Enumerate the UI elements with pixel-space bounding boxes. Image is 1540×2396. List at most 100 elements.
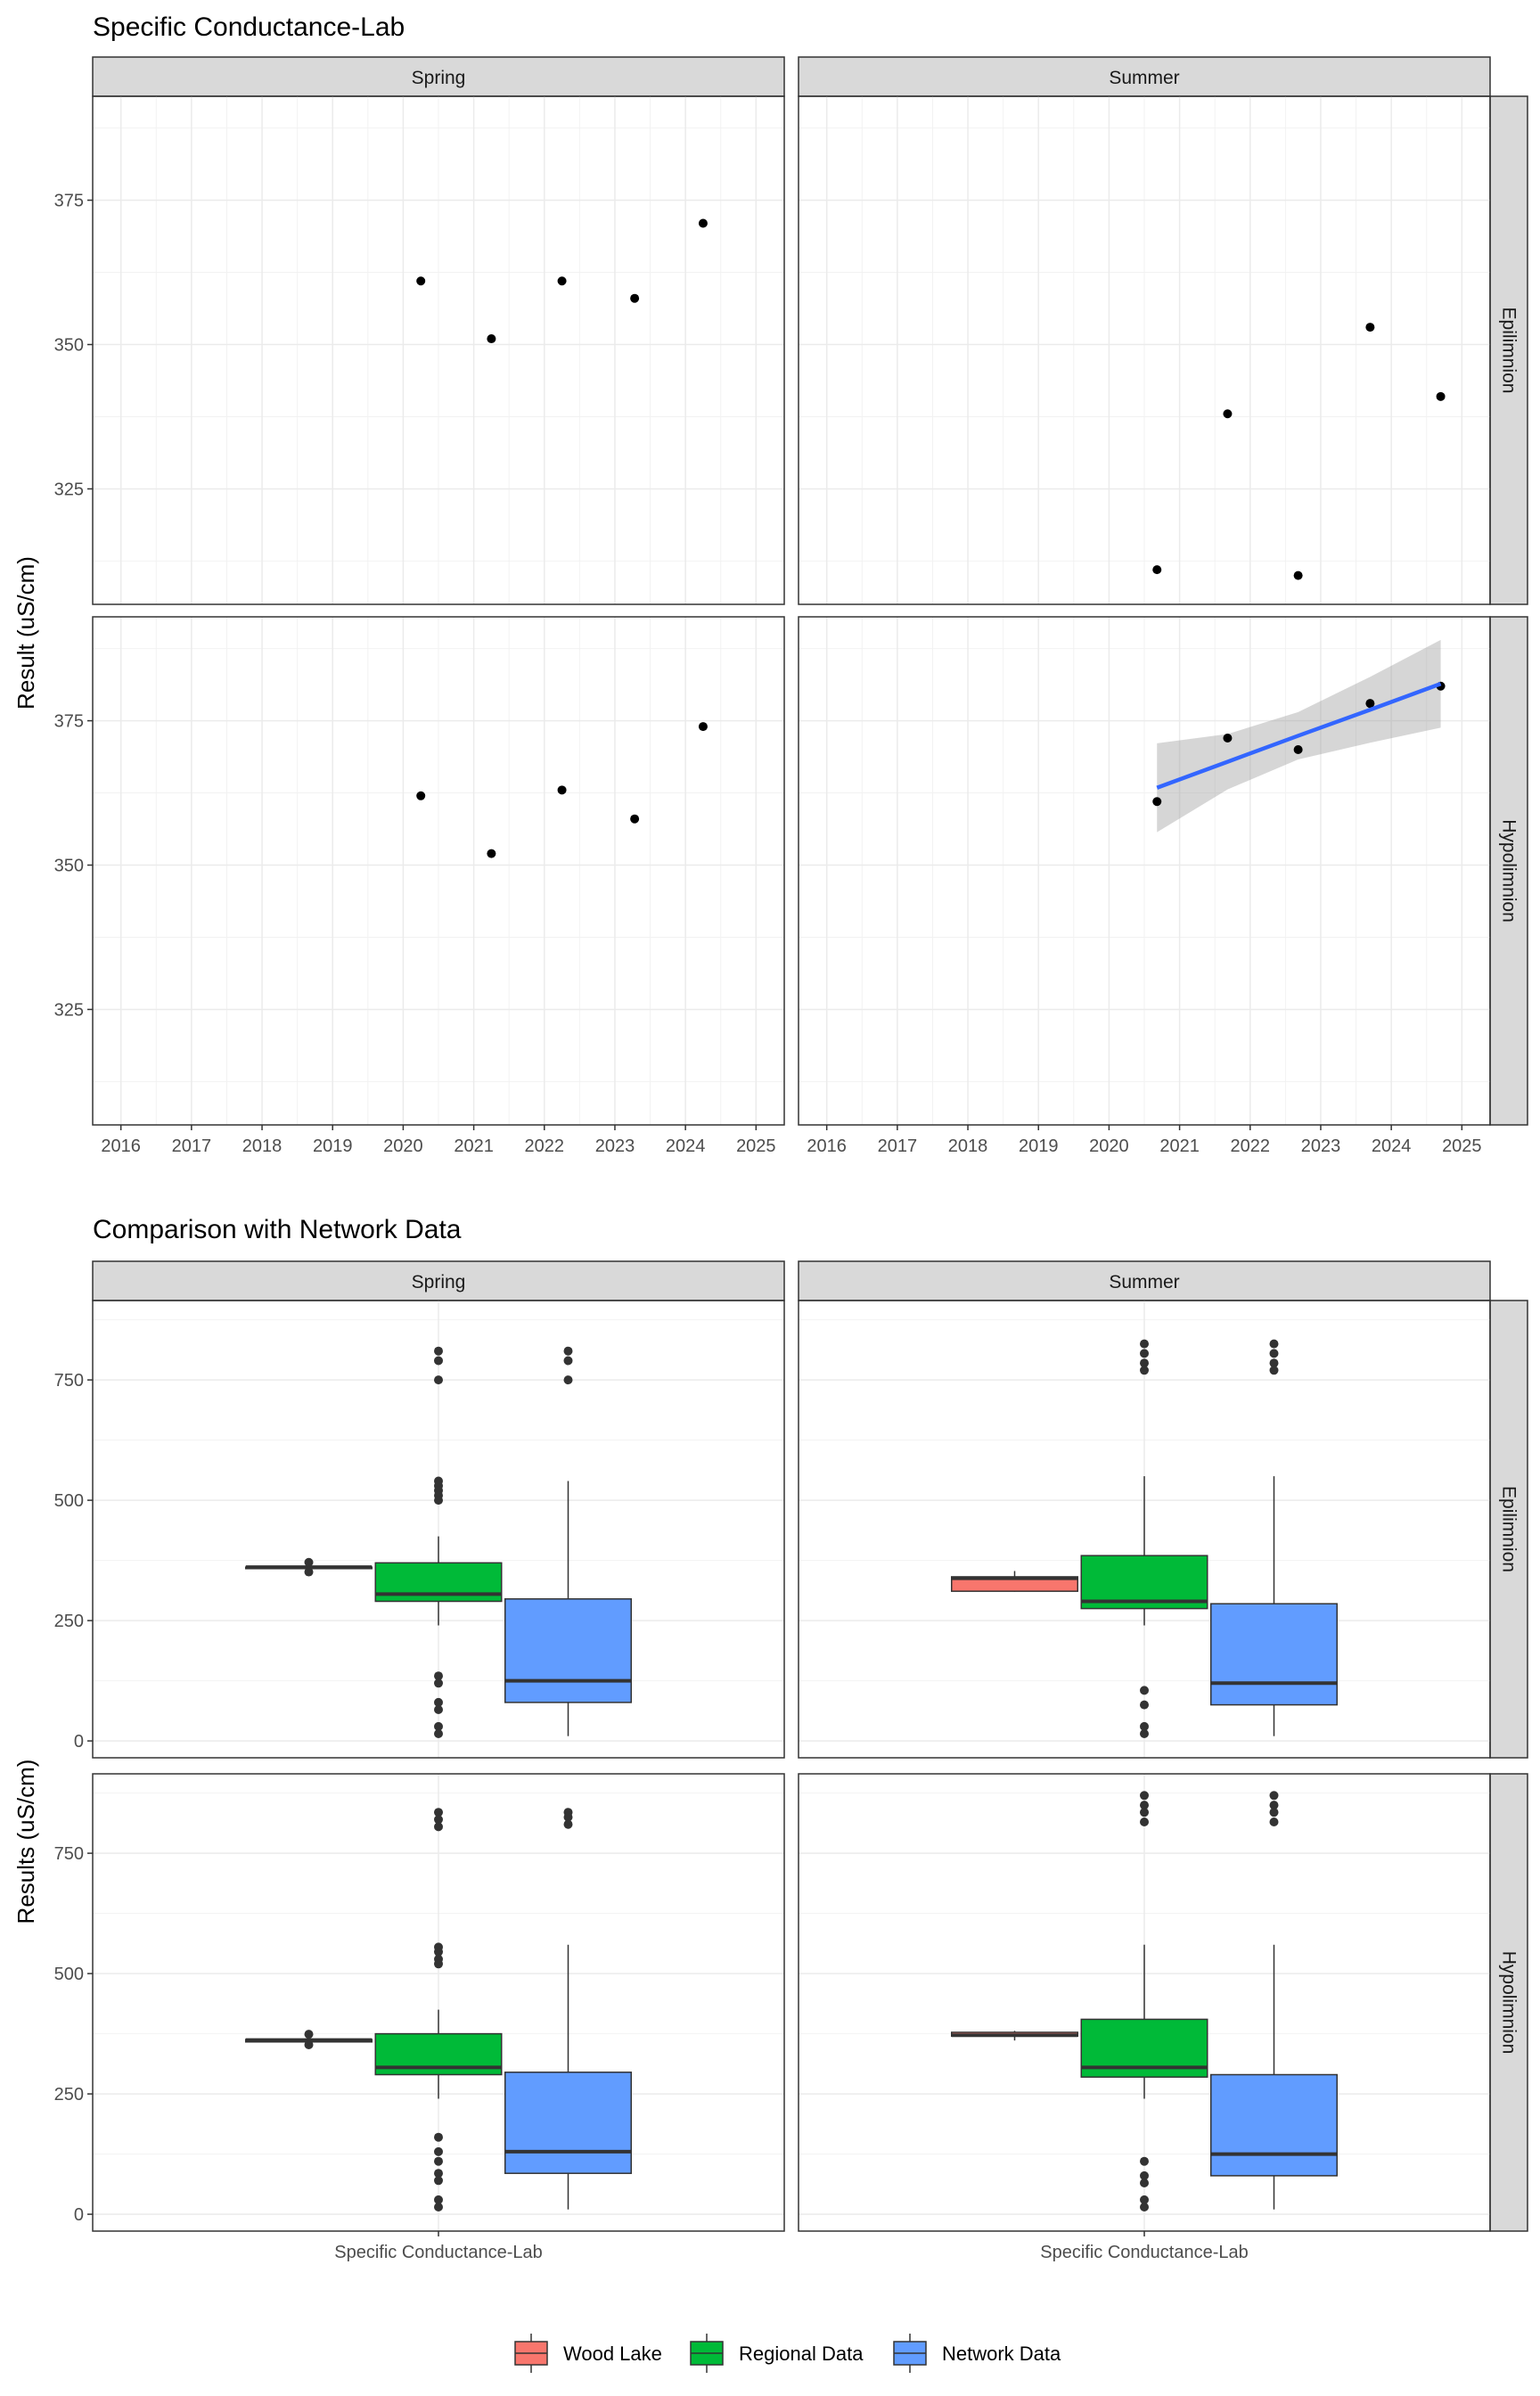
x-tick-label: 2016	[101, 1136, 141, 1156]
data-point	[487, 849, 496, 858]
outlier-point	[1269, 1366, 1279, 1375]
outlier-point	[1140, 2156, 1149, 2166]
y-tick-label: 325	[54, 1000, 84, 1020]
outlier-point	[1140, 2179, 1149, 2187]
x-tick-label: 2017	[172, 1136, 212, 1156]
scatter-chart: Spring 325 350 375 Summer Epilimnion 325 350 375…	[54, 56, 1528, 1156]
outlier-point	[434, 1822, 443, 1832]
data-point	[487, 334, 496, 344]
box	[1210, 2073, 1338, 2177]
y-tick-label: 350	[54, 857, 84, 876]
x-tick-label: 2025	[736, 1136, 776, 1156]
panel-border	[798, 616, 1491, 1126]
data-point	[416, 276, 426, 286]
outlier-point	[1140, 2203, 1149, 2211]
y-tick-label: 250	[54, 1612, 84, 1631]
data-point	[557, 276, 567, 286]
outlier-point	[563, 1812, 573, 1822]
box	[1210, 1603, 1338, 1706]
outlier-point	[434, 2203, 443, 2211]
outlier-point	[434, 1678, 443, 1688]
outlier-point	[1140, 1366, 1149, 1375]
y-tick-label: 500	[54, 1491, 84, 1511]
facet-strip-label: Spring	[412, 1272, 466, 1292]
facet-strip-label: Spring	[412, 68, 466, 88]
y-tick-label: 0	[74, 2205, 84, 2225]
facet-strip	[1489, 616, 1528, 1126]
y-tick-label: 325	[54, 480, 84, 499]
outlier-point	[1140, 1339, 1149, 1349]
y-tick-label: 375	[54, 192, 84, 211]
x-tick-label: 2016	[807, 1136, 847, 1156]
outlier-point	[1140, 1686, 1149, 1695]
facet-strip	[1489, 95, 1528, 605]
outlier-point	[434, 2176, 443, 2186]
data-point	[557, 785, 567, 795]
outlier-point	[1140, 1729, 1149, 1738]
x-tick-label: 2021	[1159, 1136, 1200, 1156]
x-tick-label: 2023	[1301, 1136, 1341, 1156]
outlier-point	[304, 2030, 314, 2039]
outlier-point	[434, 1815, 443, 1825]
x-tick-label: 2022	[1231, 1136, 1271, 1156]
x-tick-label: 2024	[666, 1136, 706, 1156]
outlier-point	[1269, 1339, 1279, 1349]
outlier-point	[1140, 1358, 1149, 1368]
outlier-point	[434, 1959, 443, 1969]
outlier-point	[434, 2169, 443, 2179]
outlier-point	[1140, 1801, 1149, 1810]
x-tick-label: 2019	[1019, 1136, 1059, 1156]
y-tick-label: 350	[54, 336, 84, 356]
box	[504, 2072, 632, 2174]
data-point	[1293, 570, 1303, 580]
outlier-point	[304, 1557, 314, 1567]
data-point	[1293, 744, 1303, 754]
outlier-point	[1140, 1818, 1149, 1826]
y-tick-label: 375	[54, 712, 84, 732]
chart-title: Comparison with Network Data	[93, 1215, 462, 1244]
outlier-point	[434, 1697, 443, 1707]
outlier-point	[434, 1721, 443, 1731]
outlier-point	[434, 1346, 443, 1356]
x-tick-label: 2017	[878, 1136, 918, 1156]
y-axis-label: Results (uS/cm)	[12, 1760, 39, 1924]
outlier-point	[563, 1819, 573, 1829]
y-tick-label: 250	[54, 2085, 84, 2105]
data-point	[1365, 699, 1375, 709]
x-tick-label: 2024	[1372, 1136, 1412, 1156]
panel-border	[92, 1300, 785, 1759]
outlier-point	[434, 2146, 443, 2156]
y-tick-label: 0	[74, 1732, 84, 1752]
legend-label: Regional Data	[739, 2343, 864, 2365]
facet-strip-label: Summer	[1109, 1272, 1179, 1292]
outlier-point	[1269, 1808, 1279, 1818]
facet-strip	[1489, 1773, 1528, 2232]
x-tick-label: 2022	[525, 1136, 565, 1156]
chart-title: Specific Conductance-Lab	[93, 12, 405, 42]
data-point	[630, 814, 640, 824]
legend-label: Wood Lake	[563, 2343, 662, 2365]
x-tick-label: 2021	[454, 1136, 494, 1156]
outlier-point	[434, 1705, 443, 1714]
facet-strip-label: Hypolimnion	[1499, 1951, 1520, 2055]
outlier-point	[434, 2156, 443, 2166]
outlier-point	[1269, 1349, 1279, 1358]
box	[504, 1598, 632, 1703]
outlier-point	[1140, 2195, 1149, 2204]
outlier-point	[1140, 1808, 1149, 1818]
legend: Wood Lake Regional Data Network Data	[514, 2334, 1061, 2373]
outlier-point	[1140, 1349, 1149, 1358]
data-point	[698, 722, 708, 732]
y-tick-label: 750	[54, 1844, 84, 1864]
outlier-point	[1140, 1721, 1149, 1731]
y-tick-label: 500	[54, 1965, 84, 1984]
outlier-point	[304, 1567, 314, 1577]
x-tick-label: 2025	[1442, 1136, 1482, 1156]
x-tick-label: 2020	[383, 1136, 423, 1156]
x-tick-label: Specific Conductance-Lab	[1040, 2243, 1248, 2262]
facet-strip	[1489, 1300, 1528, 1759]
data-point	[630, 293, 640, 303]
data-point	[1223, 734, 1233, 743]
panel-border	[92, 95, 785, 605]
trend-line	[1156, 682, 1442, 790]
